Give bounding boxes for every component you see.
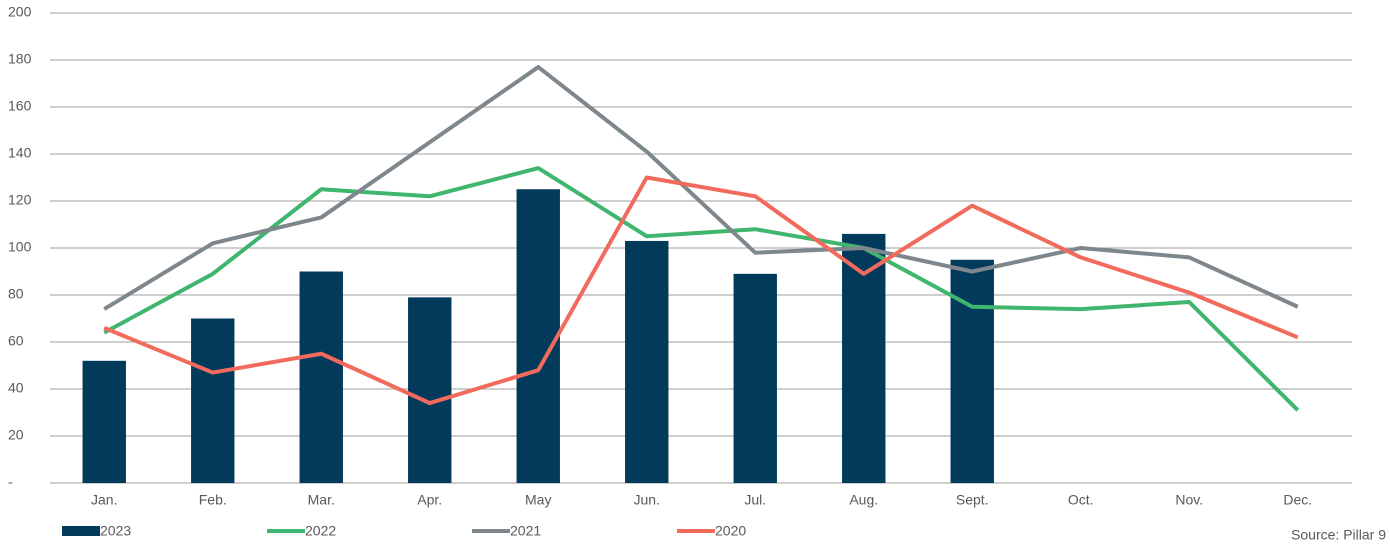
x-tick-label: Feb. <box>199 492 227 508</box>
x-tick-label: Jan. <box>91 492 117 508</box>
y-tick-label: 200 <box>8 4 32 20</box>
y-tick-label: 100 <box>8 239 32 255</box>
x-tick-label: Sept. <box>956 492 989 508</box>
bar <box>191 318 235 483</box>
legend-label: 2021 <box>510 523 541 539</box>
bar <box>842 233 886 483</box>
x-tick-label: Dec. <box>1283 492 1312 508</box>
line <box>103 166 1300 412</box>
bar <box>516 189 560 483</box>
x-tick-label: Mar. <box>308 492 335 508</box>
x-tick-label: Aug. <box>849 492 878 508</box>
legend-label: 2023 <box>100 523 131 539</box>
bar <box>408 297 452 483</box>
line <box>103 175 1299 406</box>
legend-swatch <box>62 526 100 536</box>
y-tick-label: 20 <box>8 427 24 443</box>
bar <box>625 240 669 483</box>
y-tick-label: 140 <box>8 145 32 161</box>
x-tick-label: May <box>525 492 551 508</box>
x-tick-label: Oct. <box>1068 492 1094 508</box>
line <box>103 65 1299 311</box>
x-tick-label: Jul. <box>744 492 766 508</box>
bar <box>82 360 126 483</box>
y-tick-label: 80 <box>8 286 24 302</box>
y-tick-label: 40 <box>8 380 24 396</box>
legend-label: 2022 <box>305 523 336 539</box>
y-tick-label: 60 <box>8 333 24 349</box>
x-tick-label: Jun. <box>634 492 660 508</box>
x-tick-label: Nov. <box>1175 492 1203 508</box>
y-tick-label: 180 <box>8 51 32 67</box>
x-tick-label: Apr. <box>417 492 442 508</box>
bar <box>299 271 343 483</box>
legend-label: 2020 <box>715 523 746 539</box>
y-tick-label: 120 <box>8 192 32 208</box>
source-note: Source: Pillar 9 <box>1291 527 1386 543</box>
bar <box>950 259 994 483</box>
y-tick-label: - <box>8 474 13 490</box>
y-tick-label: 160 <box>8 98 32 114</box>
bar <box>733 273 777 483</box>
